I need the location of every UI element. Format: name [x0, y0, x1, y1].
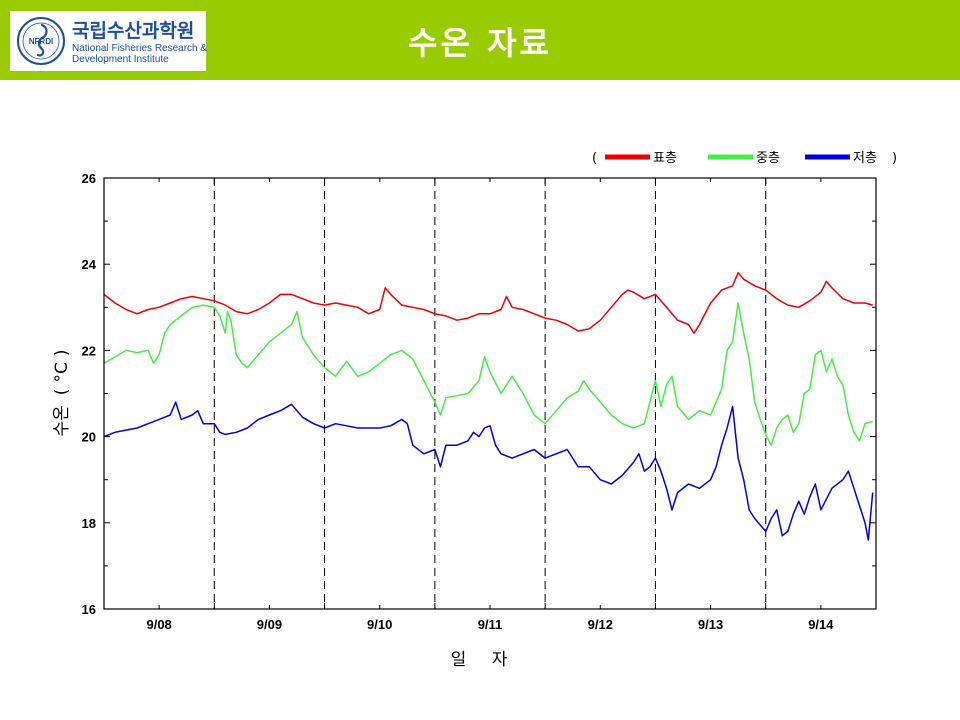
legend-label: 중층 [756, 151, 780, 166]
x-day-label: 9/14 [808, 617, 834, 632]
legend: ( 표층 중층 저층) [592, 151, 897, 166]
y-axis-title-unit: °C [52, 362, 72, 382]
y-tick-label: 20 [82, 430, 96, 445]
nfrdi-logo: NFRDI 국립수산과학원 National Fisheries Researc… [10, 11, 208, 71]
y-axis-title: 수온 ( °C) [52, 350, 72, 437]
y-axis-title-word: 수온 [52, 405, 72, 436]
y-tick-label: 16 [82, 602, 96, 617]
axis-titles: 일 자 수온 ( °C) [52, 350, 518, 670]
series-line-중층 [103, 302, 873, 446]
y-tick-label: 26 [82, 171, 96, 186]
x-day-label: 9/08 [146, 617, 171, 632]
legend-label: 저층 [853, 151, 877, 166]
y-axis-title-paren: ) [52, 350, 72, 357]
y-tick-label: 24 [82, 257, 97, 272]
logo-english-line2: Development Institute [72, 54, 169, 65]
y-tick-label: 18 [82, 516, 96, 531]
series-line-저층 [103, 401, 874, 541]
x-day-label: 9/13 [698, 617, 723, 632]
x-day-label: 9/12 [588, 617, 613, 632]
y-tick-label: 22 [82, 343, 96, 358]
series-lines [103, 272, 874, 541]
legend-open-paren: ( [592, 151, 597, 166]
svg-text:NFRDI: NFRDI [29, 37, 53, 46]
logo-korean-text: 국립수산과학원 [72, 20, 195, 42]
axes: 16 18 20 22 24 26 9/08 9/09 9/10 9/11 9/12 9/13 9/14 [82, 171, 877, 632]
x-day-label: 9/09 [257, 617, 282, 632]
x-day-label: 9/10 [367, 617, 392, 632]
x-day-label: 9/11 [478, 617, 503, 632]
y-axis-title-paren: ( [52, 389, 72, 396]
page-title: 수온 자료 [408, 24, 552, 62]
series-line-표층 [103, 272, 873, 334]
header-bar: NFRDI 국립수산과학원 National Fisheries Researc… [0, 0, 960, 80]
legend-close-paren: ) [892, 151, 897, 166]
day-dividers [213, 178, 767, 609]
logo-english-line1: National Fisheries Research & [72, 43, 208, 54]
plot-frame [103, 177, 877, 610]
legend-label: 표층 [653, 151, 677, 166]
nfrdi-emblem-icon: NFRDI [17, 17, 65, 65]
x-axis-title: 일 자 [451, 650, 518, 670]
